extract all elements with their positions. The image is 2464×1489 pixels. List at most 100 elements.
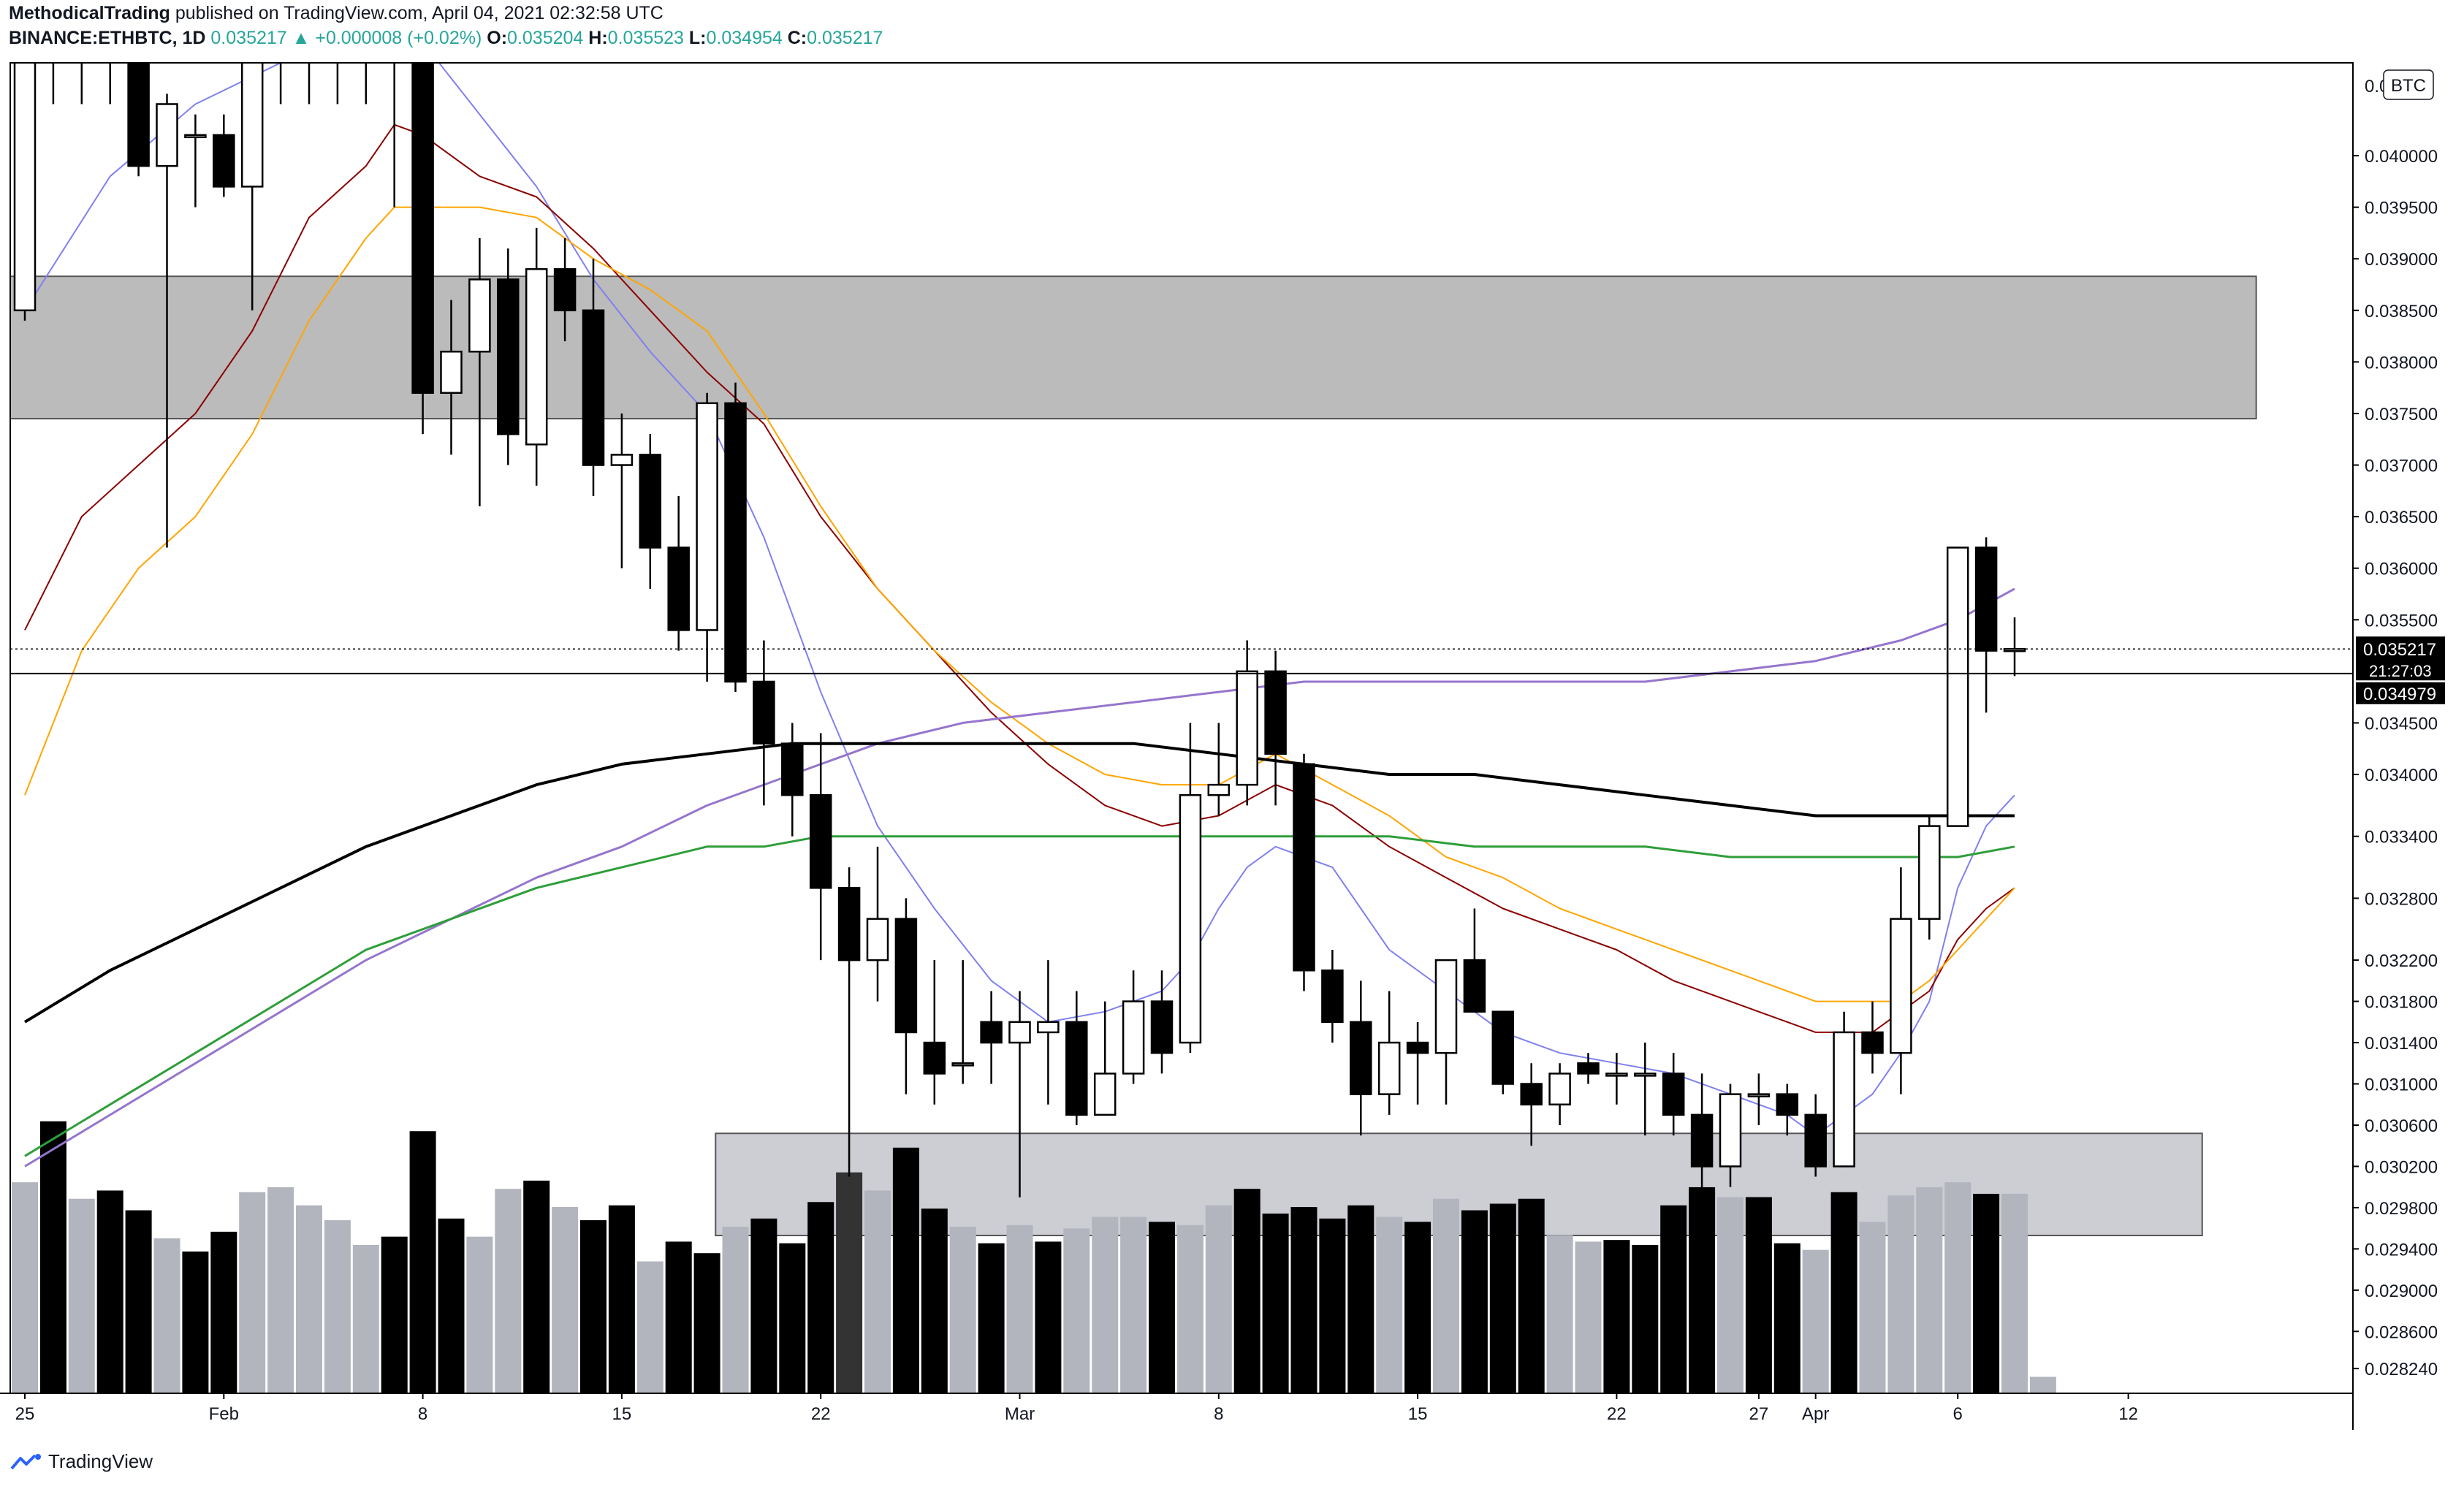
candle [109,63,111,104]
volume-bar [381,1236,408,1393]
candle [213,114,235,197]
ma-line-4 [24,835,2015,1157]
candle [1520,1063,1543,1146]
x-tick-label: 27 [1749,1404,1769,1424]
x-tick-label: 6 [1953,1404,1963,1424]
candle-body [1946,547,1969,827]
candle [781,723,804,837]
candle [1093,1001,1117,1116]
candle [1037,960,1060,1105]
volume-bar [892,1147,919,1393]
symbol-label[interactable]: BINANCE:ETHBTC, 1D [9,28,206,48]
volume-bar [693,1253,720,1393]
candle [1179,723,1202,1054]
zone-0 [10,275,2257,420]
y-tick-label: 0.029400 [2365,1240,2438,1260]
candle-body [1264,670,1287,755]
volume-bar [807,1202,834,1393]
candle-body [1008,1021,1031,1044]
candle-body [1918,825,1941,920]
candle [1264,650,1287,806]
y-tick-label: 0.031400 [2365,1034,2438,1054]
x-tick-label: 22 [1607,1404,1627,1424]
candle-body [639,454,662,549]
candle [525,227,548,486]
y-tick-label: 0.039000 [2365,250,2438,270]
candle-body [1093,1073,1117,1116]
overlay-layer [10,648,2353,674]
x-tick-label: 8 [418,1404,427,1424]
x-tick-label: 25 [15,1404,35,1424]
volume-bar [1745,1197,1772,1393]
published-on: published on TradingView.com, April 04, … [175,3,663,23]
candle [127,63,150,177]
volume-bar [1347,1205,1374,1393]
y-tick-label: 0.034500 [2365,714,2438,734]
x-tick-label: 15 [1408,1404,1428,1424]
y-tick-label: 0.029800 [2365,1199,2438,1219]
volume-bar [1063,1228,1090,1393]
candle [1662,1053,1685,1136]
symbol-info: BINANCE:ETHBTC, 1D 0.035217 ▲ +0.000008 … [9,28,883,49]
volume-bar [409,1131,436,1393]
candle [980,991,1003,1084]
volume-bar [1546,1235,1573,1393]
ma-line-1 [24,123,2015,1033]
open-label: O: [487,28,508,48]
candle-body [1037,1021,1060,1034]
candle-body [356,32,376,34]
volume-bar [96,1190,123,1393]
volume-bar [1376,1216,1403,1393]
candle-body [213,134,235,188]
volume-bar [949,1227,976,1393]
candle [1434,959,1458,1105]
ma-line-5 [23,742,2015,1024]
volume-bar [324,1220,351,1393]
candle [1577,1053,1600,1084]
candle-body [127,63,150,167]
candle-body [1747,1093,1771,1097]
candle-body [1548,1073,1571,1105]
y-tick-label: 0.035500 [2365,611,2438,631]
y-tick-label: 0.037000 [2365,457,2438,476]
candle-timer-text: 21:27:03 [2369,662,2432,680]
candle [240,63,264,311]
candle [866,846,889,1002]
candles-layer[interactable] [13,1,2026,1260]
candle-body [724,402,747,683]
volume-bar [1916,1187,1943,1393]
candle [1634,1043,1657,1136]
candle-body [411,63,434,394]
price-chart[interactable]: 0.040000 0.039500 0.039000 0.038500 0.038000… [0,0,2464,1447]
candle [1491,1010,1515,1094]
candle [1548,1063,1571,1125]
candle-body [525,268,548,446]
volume-bar [12,1182,38,1393]
volume-bar [1176,1225,1204,1393]
candle-body [781,742,804,796]
volume-bar [1262,1214,1289,1393]
y-tick-label: 0.032200 [2365,951,2438,971]
candle [1890,867,1912,1094]
candle-body [980,1021,1003,1044]
x-tick-label: 15 [612,1404,632,1424]
open-value: 0.035204 [507,28,584,48]
candle-body [809,794,832,889]
candle-body [866,918,889,961]
x-tick-label: 12 [2118,1404,2138,1424]
candle [1747,1073,1771,1125]
candle-body [1463,959,1486,1013]
publisher-name[interactable]: MethodicalTrading [9,3,170,23]
volume-bar [1092,1216,1119,1393]
candle-body [1605,1073,1628,1077]
candle-body [1719,1093,1742,1168]
candle [1207,723,1231,816]
candle [411,63,434,435]
level-price-tag [2356,682,2445,704]
candle-body [1377,1041,1401,1095]
candle-body [1662,1073,1685,1116]
candle [1804,1094,1827,1177]
volume-bar [1632,1244,1659,1393]
tradingview-logo[interactable]: TradingView [10,1450,153,1473]
candle-body [299,32,319,34]
